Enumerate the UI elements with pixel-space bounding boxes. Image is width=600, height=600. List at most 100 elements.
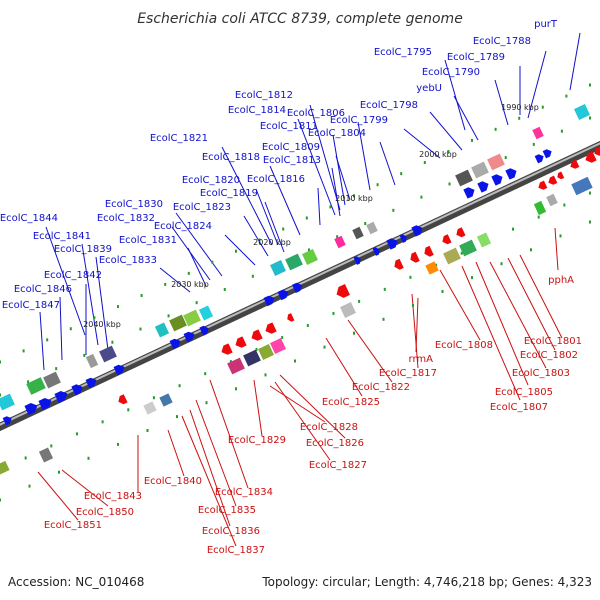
gene-label: EcolC_1802: [520, 350, 578, 361]
leader-line: [61, 469, 109, 507]
track-dot: [195, 301, 198, 305]
track-dot: [264, 373, 267, 377]
accession-text: Accession: NC_010468: [8, 575, 144, 589]
gene-label: EcolC_1805: [495, 387, 553, 398]
track-dot: [447, 149, 450, 153]
track-dot: [167, 314, 170, 318]
gene-label: EcolC_1841: [33, 231, 91, 242]
feature-block: [0, 393, 15, 411]
feature-block: [143, 401, 157, 415]
track-dot: [223, 287, 226, 291]
gene-label: EcolC_1808: [435, 340, 493, 351]
track-dot: [512, 227, 515, 231]
track-dot: [187, 271, 190, 275]
track-dot: [127, 408, 130, 412]
feature-block: [99, 345, 117, 363]
forward-gene-arrow: [38, 398, 52, 411]
track-dot: [83, 353, 86, 357]
feature-block: [43, 371, 61, 389]
forward-gene-arrow: [24, 403, 38, 416]
feature-block: [38, 447, 54, 463]
leader-line: [475, 261, 529, 386]
forward-gene-arrow: [399, 234, 407, 243]
gene-label: EcolC_1813: [263, 155, 321, 166]
feature-block: [476, 232, 492, 248]
leader-line: [159, 267, 191, 293]
reverse-gene-arrow: [235, 336, 247, 348]
leader-line: [189, 409, 231, 527]
feature-block: [26, 377, 46, 395]
leader-line: [494, 79, 509, 126]
leader-line: [297, 118, 336, 216]
leader-line: [209, 379, 249, 489]
gene-label: EcolC_1807: [490, 402, 548, 413]
track-dot: [87, 456, 90, 460]
forward-gene-arrow: [386, 238, 398, 250]
track-dot: [229, 360, 232, 364]
gene-label: EcolC_1811: [260, 121, 318, 132]
gene-label: EcolC_1832: [97, 213, 155, 224]
forward-gene-arrow: [54, 391, 68, 404]
track-dot: [211, 260, 214, 264]
track-dot: [58, 470, 60, 474]
tick-label: 1990 kbp: [501, 103, 539, 112]
track-dot: [382, 317, 385, 321]
reverse-gene-arrow: [424, 245, 434, 257]
leader-line: [95, 256, 109, 351]
reverse-gene-arrow: [336, 284, 350, 298]
feature-block: [532, 126, 544, 140]
leader-line: [554, 227, 559, 271]
gene-label: EcolC_1839: [54, 244, 112, 255]
genome-backbone-highlight: [0, 142, 600, 426]
leader-line: [269, 385, 326, 423]
feature-block: [340, 302, 356, 318]
leader-line: [347, 319, 393, 383]
feature-block: [334, 235, 346, 249]
reverse-gene-arrow: [118, 394, 128, 405]
track-dot: [530, 248, 532, 252]
gene-label: EcolC_1822: [352, 382, 410, 393]
gene-arrows: [2, 146, 600, 426]
feature-block: [285, 253, 303, 271]
leader-line: [187, 247, 207, 287]
gene-label: EcolC_1814: [228, 105, 286, 116]
feature-block: [169, 314, 187, 332]
reverse-gene-arrow: [594, 146, 600, 156]
reverse-gene-arrow: [548, 175, 558, 185]
track-dot: [383, 287, 386, 291]
forward-gene-arrow: [505, 168, 517, 180]
reverse-gene-arrow: [557, 171, 565, 180]
gene-label: EcolC_1818: [202, 152, 260, 163]
track-dot: [308, 248, 311, 252]
track-dot: [111, 340, 114, 344]
leader-line: [357, 121, 371, 191]
track-dot: [0, 393, 1, 397]
track-dot: [500, 262, 503, 266]
leader-line: [331, 167, 341, 217]
track-dot: [55, 367, 58, 371]
gene-label: EcolC_1820: [182, 175, 240, 186]
gene-label: EcolC_1843: [84, 491, 142, 502]
track-dot: [101, 420, 104, 424]
track-dot: [235, 387, 237, 391]
track-dot: [306, 323, 309, 327]
track-dot: [471, 276, 473, 280]
map-title: Escherichia coli ATCC 8739, complete gen…: [137, 11, 463, 27]
forward-gene-arrow: [85, 377, 97, 389]
gene-label: pphA: [548, 275, 574, 286]
forward-gene-arrow: [71, 384, 83, 396]
reverse-gene-arrow: [570, 159, 580, 169]
track-dot: [563, 203, 566, 207]
leader-line: [255, 188, 279, 246]
feature-block: [546, 193, 558, 207]
gene-label: EcolC_1850: [76, 507, 134, 518]
gene-label: EcolC_1842: [44, 270, 102, 281]
leader-line: [379, 141, 396, 186]
leader-line: [264, 201, 285, 253]
gene-label: EcolC_1798: [360, 100, 418, 111]
track-dot: [589, 220, 591, 224]
leader-line: [175, 212, 223, 277]
forward-gene-arrow: [2, 416, 12, 426]
leader-line: [403, 128, 441, 159]
summary-text: Topology: circular; Length: 4,746,218 bp…: [261, 575, 592, 589]
